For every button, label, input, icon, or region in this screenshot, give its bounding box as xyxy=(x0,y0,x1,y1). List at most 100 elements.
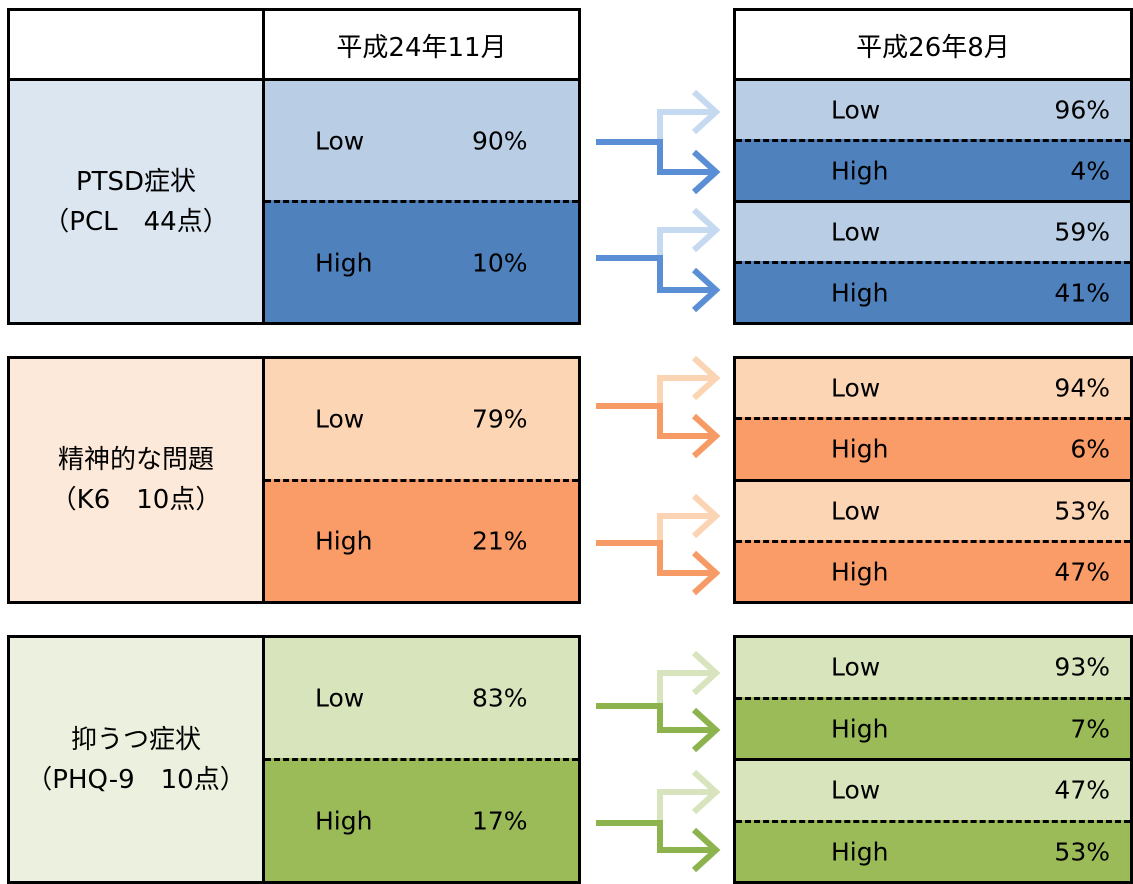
ptsd-label: PTSD症状 xyxy=(75,166,197,197)
level-label: Low xyxy=(831,217,881,247)
arrowhead-upper xyxy=(691,89,721,135)
arrowhead-upper xyxy=(691,207,721,253)
level-label: High xyxy=(315,526,373,556)
percent-value: 53% xyxy=(1054,496,1110,526)
k6-t2b-low-cell: Low 53% xyxy=(736,478,1130,540)
branch-upper-line xyxy=(657,789,716,823)
phq9-t2a-high-cell: High 7% xyxy=(736,696,1130,758)
branch-upper-line xyxy=(657,227,716,258)
level-label: Low xyxy=(831,775,881,805)
branch-lower-line xyxy=(596,255,716,293)
percent-value: 83% xyxy=(472,683,528,713)
percent-value: 59% xyxy=(1054,217,1110,247)
percent-value: 6% xyxy=(1070,434,1110,464)
ptsd-t2b-low-cell: Low 59% xyxy=(736,200,1130,261)
level-label: High xyxy=(315,248,373,277)
phq9-t2a-low-cell: Low 93% xyxy=(736,638,1130,697)
branch-lower-line xyxy=(596,703,716,733)
level-label: Low xyxy=(831,652,881,682)
phq9-t2b-high-cell: High 53% xyxy=(736,819,1130,881)
level-label: Low xyxy=(831,373,881,403)
arrowhead-upper xyxy=(691,650,721,696)
ptsd-right-table: Low 96% High 4% Low 59% High 41% xyxy=(733,78,1133,325)
percent-value: 41% xyxy=(1054,278,1110,308)
k6-t2a-high-cell: High 6% xyxy=(736,417,1130,479)
level-label: High xyxy=(831,278,889,308)
level-label: Low xyxy=(831,95,881,125)
k6-t2b-high-cell: High 47% xyxy=(736,539,1130,601)
branch-lower-line xyxy=(596,540,716,576)
percent-value: 4% xyxy=(1070,156,1110,186)
ptsd-sublabel: （PCL 44点） xyxy=(43,206,229,237)
phq9-left-table: 抑うつ症状 （PHQ-9 10点） Low 83% High 17% xyxy=(7,635,581,884)
ptsd-t1-high-cell: High 10% xyxy=(265,200,578,322)
level-label: High xyxy=(831,714,889,744)
arrowhead-upper xyxy=(691,493,721,539)
header-time2: 平成26年8月 xyxy=(856,33,1010,63)
phq9-t1-cells: Low 83% High 17% xyxy=(265,638,578,881)
phq9-label-cell: 抑うつ症状 （PHQ-9 10点） xyxy=(10,638,265,881)
header-time1: 平成24年11月 xyxy=(336,33,507,63)
percent-value: 17% xyxy=(472,806,528,836)
branch-upper-line xyxy=(657,670,716,706)
branch-upper-line xyxy=(657,375,716,406)
arrowhead-lower xyxy=(691,827,721,873)
ptsd-left-table: PTSD症状 （PCL 44点） Low 90% High 10% xyxy=(7,78,581,325)
level-label: Low xyxy=(315,683,365,713)
branch-upper-line xyxy=(657,513,716,543)
arrowhead-lower xyxy=(691,707,721,753)
level-label: High xyxy=(831,434,889,464)
phq9-t1-low-cell: Low 83% xyxy=(265,638,578,758)
arrowhead-upper xyxy=(691,355,721,401)
header-right: 平成26年8月 xyxy=(733,8,1133,80)
ptsd-t2a-high-cell: High 4% xyxy=(736,139,1130,200)
ptsd-t2b-high-cell: High 41% xyxy=(736,261,1130,322)
k6-label-cell: 精神的な問題 （K6 10点） xyxy=(10,359,265,601)
k6-right-table: Low 94% High 6% Low 53% High 47% xyxy=(733,356,1133,604)
percent-value: 79% xyxy=(472,404,528,434)
level-label: High xyxy=(831,557,889,587)
percent-value: 53% xyxy=(1054,837,1110,867)
ptsd-label-cell: PTSD症状 （PCL 44点） xyxy=(10,81,265,322)
arrowhead-upper xyxy=(691,769,721,815)
k6-t1-high-cell: High 21% xyxy=(265,478,578,601)
arrowhead-lower xyxy=(691,149,721,195)
phq9-sublabel: （PHQ-9 10点） xyxy=(26,764,246,795)
phq9-label: 抑うつ症状 xyxy=(70,724,201,755)
k6-label: 精神的な問題 xyxy=(57,445,214,475)
percent-value: 96% xyxy=(1054,95,1110,125)
percent-value: 47% xyxy=(1054,557,1110,587)
percent-value: 21% xyxy=(472,526,528,556)
level-label: Low xyxy=(315,404,365,434)
ptsd-t1-cells: Low 90% High 10% xyxy=(265,81,578,322)
header-corner xyxy=(10,11,265,80)
header-left: 平成24年11月 xyxy=(7,8,581,80)
k6-t1-low-cell: Low 79% xyxy=(265,359,578,479)
level-label: Low xyxy=(315,126,365,155)
branch-lower-line xyxy=(596,820,716,853)
level-label: High xyxy=(831,837,889,867)
ptsd-t1-low-cell: Low 90% xyxy=(265,81,578,200)
percent-value: 94% xyxy=(1054,373,1110,403)
branch-lower-line xyxy=(596,403,716,439)
k6-t1-cells: Low 79% High 21% xyxy=(265,359,578,601)
phq9-t2b-low-cell: Low 47% xyxy=(736,758,1130,820)
k6-left-table: 精神的な問題 （K6 10点） Low 79% High 21% xyxy=(7,356,581,604)
level-label: High xyxy=(315,806,373,836)
percent-value: 90% xyxy=(472,126,528,155)
level-label: High xyxy=(831,156,889,186)
percent-value: 93% xyxy=(1054,652,1110,682)
arrowhead-lower xyxy=(691,550,721,596)
percent-value: 7% xyxy=(1070,714,1110,744)
arrowhead-lower xyxy=(691,413,721,459)
level-label: Low xyxy=(831,496,881,526)
arrowhead-lower xyxy=(691,267,721,313)
phq9-right-table: Low 93% High 7% Low 47% High 53% xyxy=(733,635,1133,884)
k6-sublabel: （K6 10点） xyxy=(50,485,222,515)
percent-value: 47% xyxy=(1054,775,1110,805)
ptsd-t2a-low-cell: Low 96% xyxy=(736,81,1130,139)
branch-lower-line xyxy=(596,139,716,175)
percent-value: 10% xyxy=(472,248,528,277)
phq9-t1-high-cell: High 17% xyxy=(265,758,578,881)
